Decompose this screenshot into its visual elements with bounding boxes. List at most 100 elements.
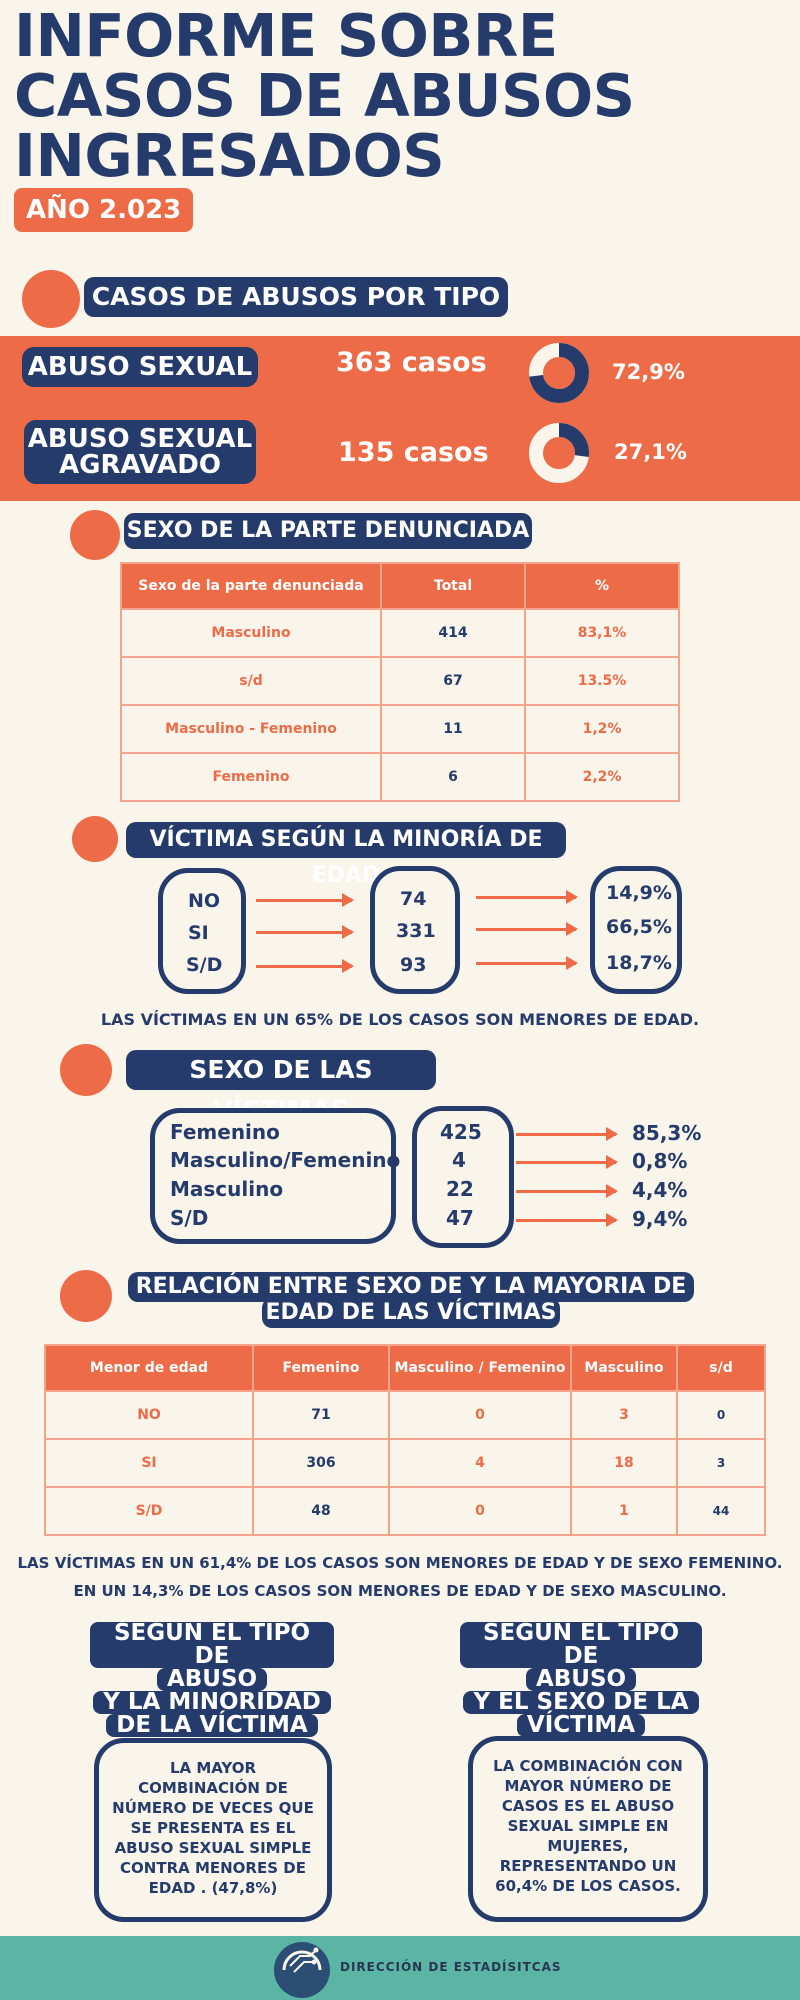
sexo-totals-box <box>412 1106 514 1248</box>
bottom-right-title-line: Y EL SEXO DE LA <box>463 1691 699 1714</box>
bottom-right-text-line: LA COMBINACIÓN CON <box>493 1757 683 1775</box>
table-cell: 48 <box>252 1486 390 1536</box>
table-cell: 2,2% <box>524 752 680 802</box>
arrow-icon <box>256 893 354 907</box>
table-row: s/d 67 13.5% <box>120 656 680 706</box>
bottom-right-text-line: CASOS ES EL ABUSO <box>501 1797 675 1815</box>
table-cell: 1 <box>570 1486 678 1536</box>
minoria-labels-box <box>158 868 246 994</box>
table-cell: 0 <box>676 1390 766 1440</box>
bottom-right-card <box>468 1736 708 1922</box>
relacion-header: Femenino <box>252 1344 390 1392</box>
bottom-left-text-line: ABUSO SEXUAL SIMPLE <box>114 1839 312 1857</box>
relacion-header: Masculino / Femenino <box>388 1344 572 1392</box>
circuit-logo-icon <box>274 1942 330 1998</box>
bottom-right-title-line: SEGÚN EL TIPO DE <box>460 1622 702 1668</box>
table-cell: 0 <box>388 1390 572 1440</box>
bottom-right-text-line: MAYOR NÚMERO DE <box>504 1777 672 1795</box>
minoria-total: 74 <box>400 888 427 910</box>
year-badge: AÑO 2.023 <box>14 188 194 232</box>
section-title-sexo-victimas: SEXO DE LAS VÍCTIMAS <box>126 1050 436 1124</box>
section-bullet <box>70 510 120 560</box>
section-title-tipo: CASOS DE ABUSOS POR TIPO <box>84 277 508 317</box>
abuse-pct-agravado: 27,1% <box>614 440 687 464</box>
table-cell: 3 <box>676 1438 766 1488</box>
table-cell: S/D <box>44 1486 254 1536</box>
sexo-label: Femenino <box>170 1120 280 1144</box>
minoria-pcts-box <box>590 866 682 994</box>
abuse-label-simple: ABUSO SEXUAL <box>22 347 258 387</box>
minoria-label: SI <box>188 922 209 944</box>
relacion-note-line1: LAS VÍCTIMAS EN UN 61,4% DE LOS CASOS SO… <box>17 1554 783 1572</box>
table-row: SI 306 4 18 3 <box>44 1438 766 1488</box>
donut-agravado <box>529 423 589 483</box>
bottom-left-text-line: COMBINACIÓN DE <box>138 1779 288 1797</box>
sexo-labels-box <box>150 1108 396 1244</box>
section-bullet <box>60 1044 112 1096</box>
bottom-left-text-line: SE PRESENTA ES EL <box>130 1819 296 1837</box>
minoria-totals-box <box>370 866 460 994</box>
relacion-note-line2: EN UN 14,3% DE LOS CASOS SON MENORES DE … <box>73 1582 727 1600</box>
sexo-total: 425 <box>440 1120 482 1144</box>
arrow-icon <box>476 956 578 970</box>
sexo-label: Masculino/Femenino <box>170 1148 401 1172</box>
minoria-note: LAS VÍCTIMAS EN UN 65% DE LOS CASOS SON … <box>100 1010 700 1029</box>
table-cell: 11 <box>380 704 526 754</box>
arrow-icon <box>516 1127 618 1141</box>
minoria-label: NO <box>188 890 221 912</box>
sexo-total: 47 <box>446 1206 474 1230</box>
table-cell: NO <box>44 1390 254 1440</box>
bottom-right-text: LA COMBINACIÓN CON MAYOR NÚMERO DE CASOS… <box>474 1756 702 1896</box>
relacion-header: s/d <box>676 1344 766 1392</box>
table-cell: 4 <box>388 1438 572 1488</box>
table-cell: 0 <box>388 1486 572 1536</box>
bottom-right-title-line: VÍCTIMA <box>516 1714 646 1737</box>
table-cell: s/d <box>120 656 382 706</box>
sexo-total: 22 <box>446 1177 474 1201</box>
bottom-left-card <box>94 1738 332 1922</box>
bottom-left-text-line: NÚMERO DE VECES QUE <box>112 1799 314 1817</box>
donut-arc-agravado <box>529 423 589 483</box>
minoria-total: 93 <box>400 954 427 976</box>
section-title-denunciada: SEXO DE LA PARTE DENUNCIADA <box>124 513 532 549</box>
arrow-icon <box>256 925 354 939</box>
table-row: Femenino 6 2,2% <box>120 752 680 802</box>
arrow-icon <box>476 922 578 936</box>
sexo-label: Masculino <box>170 1177 284 1201</box>
table-cell: Femenino <box>120 752 382 802</box>
section-title-minoria: VÍCTIMA SEGÚN LA MINORÍA DE EDAD <box>126 822 566 888</box>
arrow-icon <box>256 959 354 973</box>
minoria-label: S/D <box>186 954 223 976</box>
table-cell: Masculino <box>120 608 382 658</box>
bottom-right-text-line: MUJERES, <box>547 1837 629 1855</box>
footer-text: DIRECCIÓN DE ESTADÍSITCAS <box>340 1960 562 1974</box>
footer-band <box>0 1936 800 2000</box>
table-cell: 71 <box>252 1390 390 1440</box>
table-cell: 44 <box>676 1486 766 1536</box>
sexo-pct: 0,8% <box>632 1149 688 1173</box>
bottom-left-title-line: SEGÚN EL TIPO DE <box>90 1622 334 1668</box>
table-cell: 13.5% <box>524 656 680 706</box>
table-cell: 1,2% <box>524 704 680 754</box>
abuse-label-agravado: ABUSO SEXUAL AGRAVADO <box>24 420 256 484</box>
abuse-count-simple: 363 casos <box>336 347 487 378</box>
bottom-right-text-line: 60,4% DE LOS CASOS. <box>495 1877 681 1895</box>
abuse-label-agravado-line2: AGRAVADO <box>58 450 221 480</box>
donut-arc-simple <box>529 343 589 403</box>
bottom-left-title-line: DE LA VÍCTIMA <box>106 1714 318 1737</box>
abuse-label-agravado-line1: ABUSO SEXUAL <box>27 424 253 454</box>
section-bullet <box>60 1270 112 1322</box>
bottom-right-text-line: SEXUAL SIMPLE EN <box>507 1817 669 1835</box>
denunciada-header: % <box>524 562 680 610</box>
bottom-left-title-line: ABUSO <box>156 1668 268 1691</box>
minoria-pct: 14,9% <box>606 882 672 904</box>
page-title: INFORME SOBRE CASOS DE ABUSOS INGRESADOS <box>14 1 635 190</box>
sexo-pct: 4,4% <box>632 1178 688 1202</box>
relacion-header: Menor de edad <box>44 1344 254 1392</box>
denunciada-header: Total <box>380 562 526 610</box>
denunciada-header: Sexo de la parte denunciada <box>120 562 382 610</box>
relacion-header: Masculino <box>570 1344 678 1392</box>
abuse-pct-simple: 72,9% <box>612 360 685 384</box>
bottom-left-title: SEGÚN EL TIPO DE ABUSO Y LA MINORIDAD DE… <box>90 1622 334 1737</box>
bottom-left-text-line: EDAD . (47,8%) <box>148 1879 278 1897</box>
